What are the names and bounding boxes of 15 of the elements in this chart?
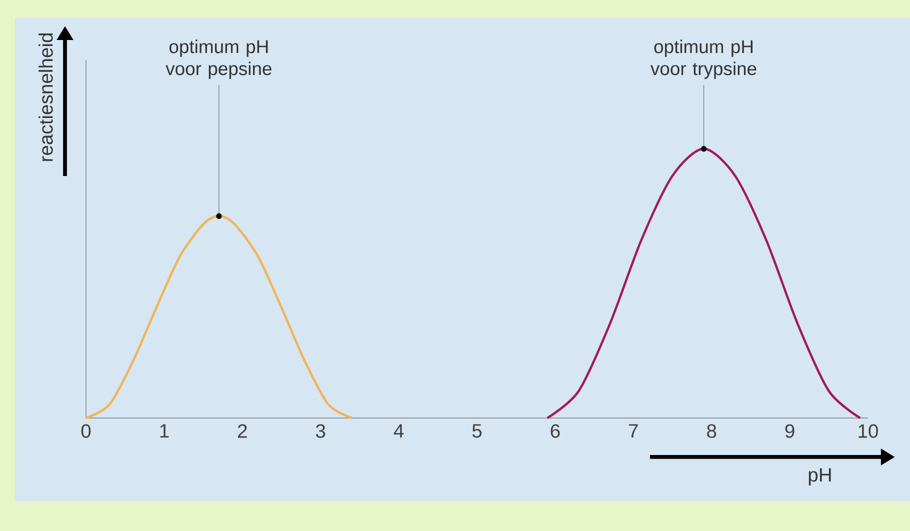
x-tick-label: 10 [858, 424, 878, 438]
x-tick-label: 0 [81, 424, 91, 438]
x-tick-label: 7 [629, 424, 638, 438]
annotation: optimum pH voor pepsine [166, 40, 272, 79]
x-tick-label: 1 [160, 424, 169, 438]
x-tick-label: 9 [785, 424, 794, 438]
x-tick-label: 3 [316, 424, 326, 438]
x-tick-label: 6 [550, 424, 560, 438]
annotation: optimum pH voor trypsine [650, 40, 756, 79]
x-tick-label: 4 [394, 424, 404, 438]
x-tick-label: 5 [472, 424, 482, 438]
x-tick-label: 8 [707, 424, 716, 438]
y-axis-title: reactiesnelheid [38, 33, 53, 161]
x-axis-title: pH [808, 468, 831, 486]
x-tick-label: 2 [238, 424, 247, 438]
